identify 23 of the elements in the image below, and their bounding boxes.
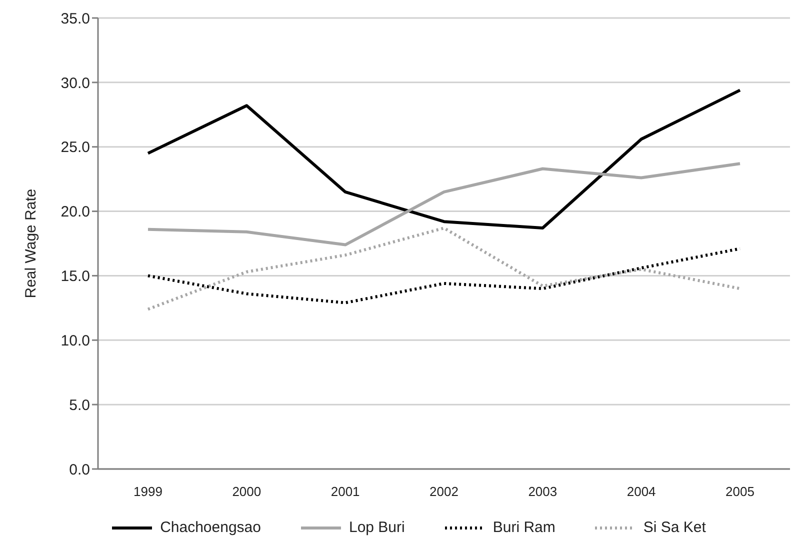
y-tick-label: 0.0 — [69, 461, 90, 478]
y-tick-label: 20.0 — [60, 204, 90, 221]
y-tick-label: 15.0 — [60, 268, 90, 286]
line-series — [146, 226, 742, 311]
legend-label: Si Sa Ket — [643, 519, 706, 536]
x-tick-label: 2000 — [232, 484, 262, 500]
y-tick-label: 10.0 — [60, 332, 90, 350]
line-series — [146, 88, 742, 230]
x-tick-label: 1999 — [134, 484, 162, 500]
legend-label: Buri Ram — [492, 519, 556, 536]
x-tick-label: 2002 — [430, 484, 458, 500]
y-tick-label: 30.0 — [60, 74, 90, 92]
x-tick-label: 2001 — [330, 484, 360, 500]
y-tick-label: 35.0 — [60, 10, 90, 28]
y-tick-label: 5.0 — [69, 396, 90, 414]
line-series — [146, 162, 742, 246]
x-tick-label: 2005 — [726, 484, 754, 500]
y-tick-label: 25.0 — [60, 139, 90, 156]
x-tick-label: 2004 — [626, 484, 656, 500]
legend-label: Lop Buri — [348, 519, 405, 536]
y-axis-title: Real Wage Rate — [22, 188, 40, 298]
x-tick-label: 2003 — [528, 484, 558, 500]
legend-label: Chachoengsao — [160, 519, 261, 536]
